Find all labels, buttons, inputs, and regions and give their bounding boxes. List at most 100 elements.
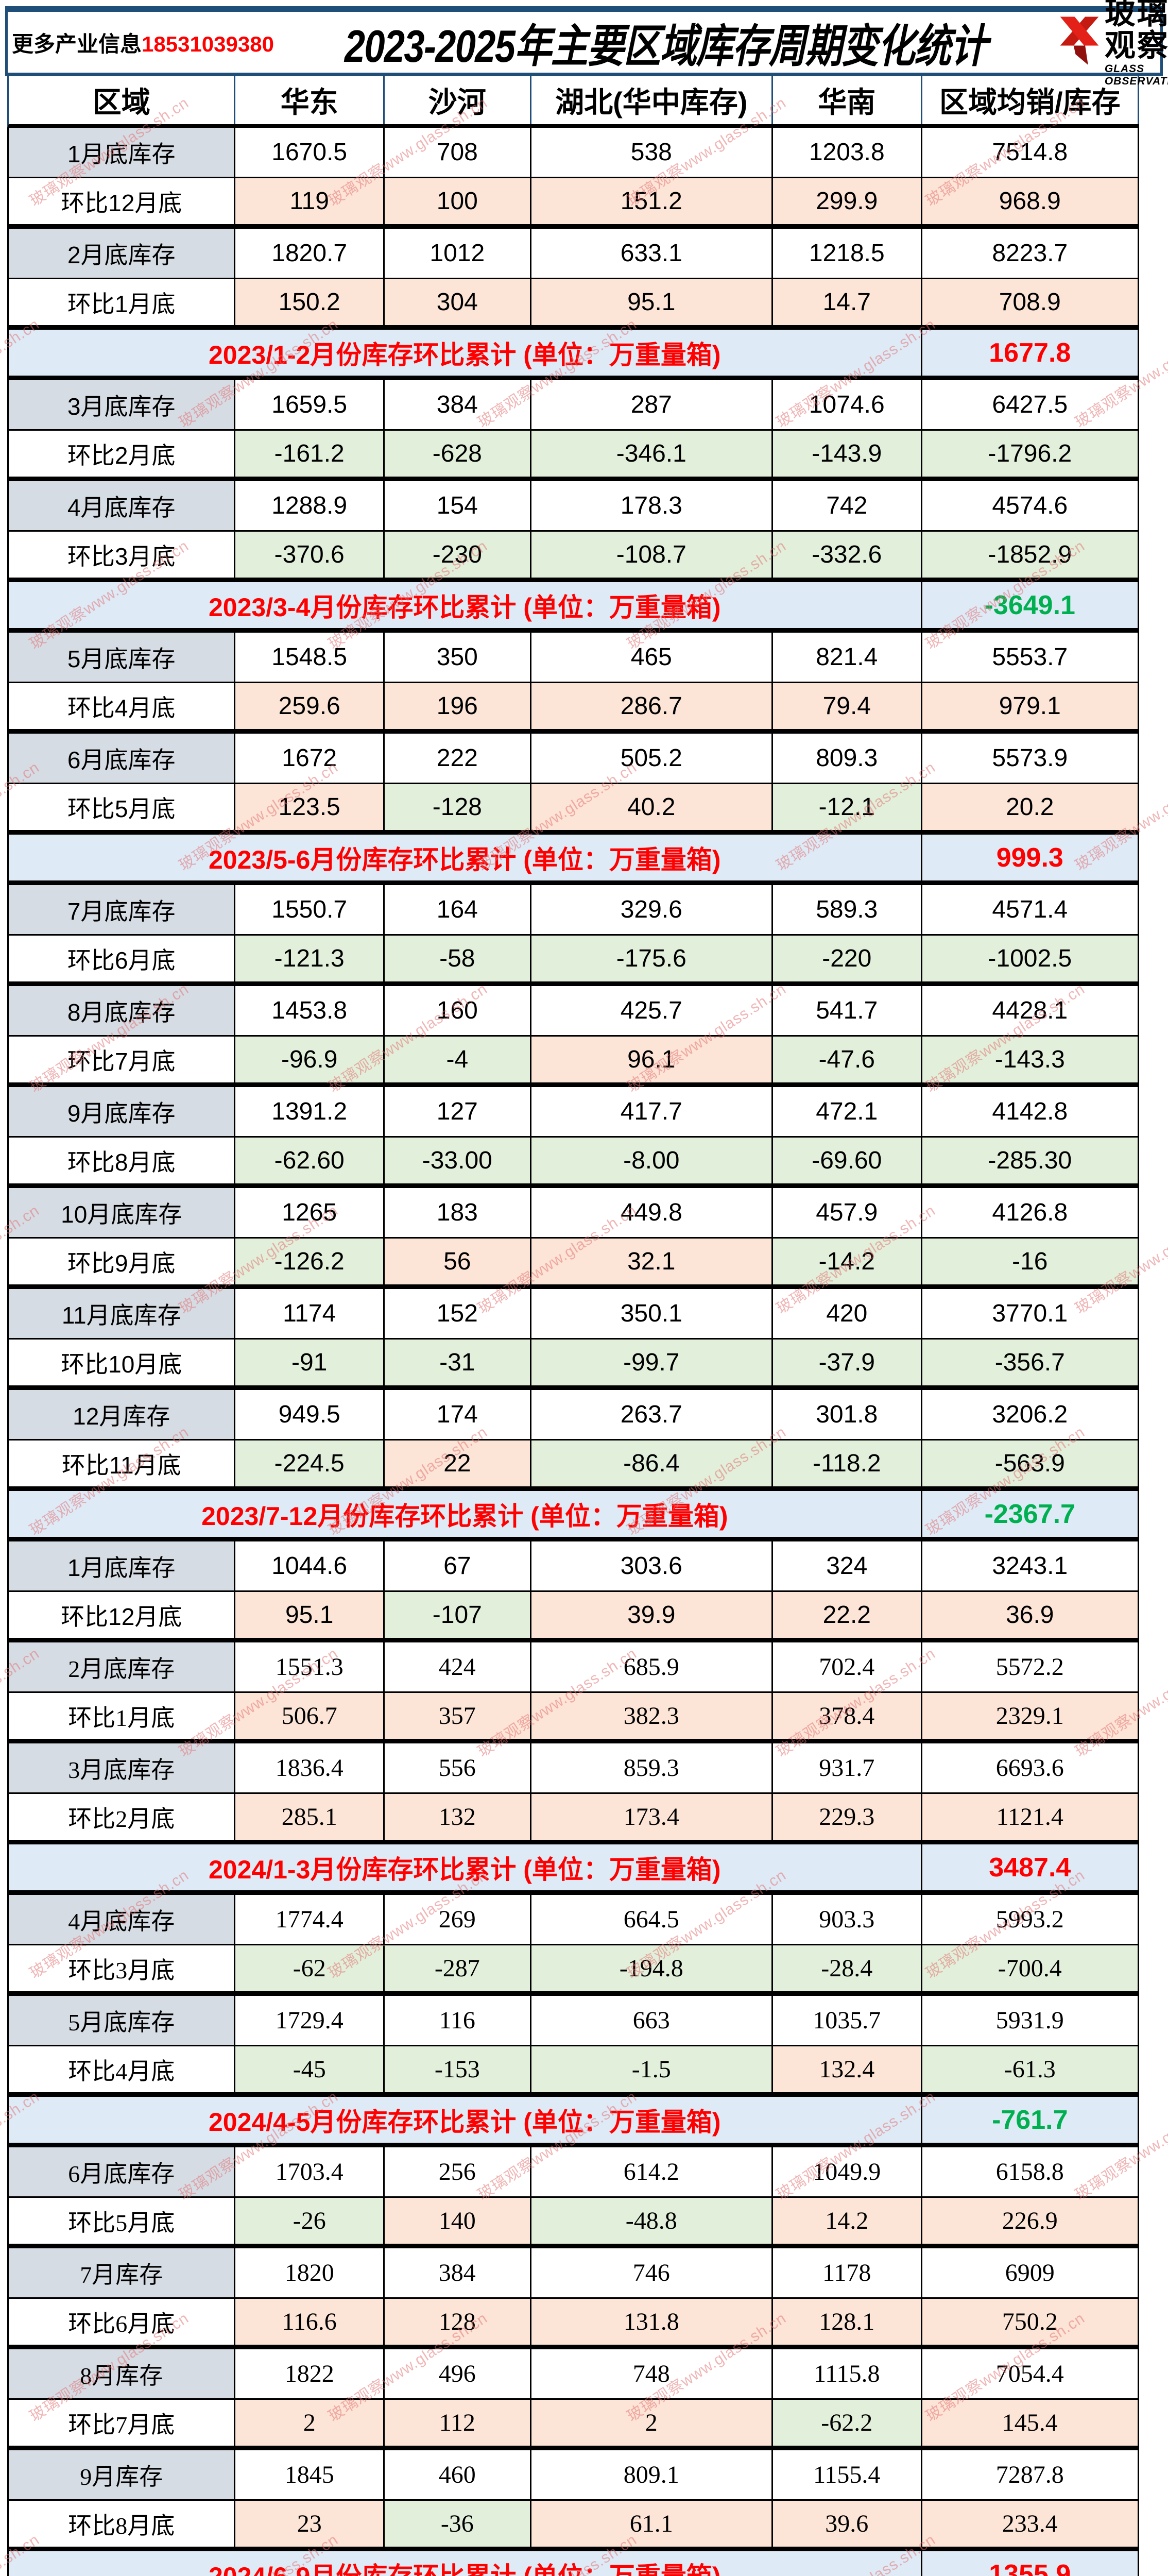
cell-huadong: 1174 xyxy=(235,1289,385,1338)
cell-regional-total: 4571.4 xyxy=(922,885,1139,934)
cell-hubei: -194.8 xyxy=(531,1945,773,1991)
cell-shahe: -628 xyxy=(385,431,531,477)
cell-huadong: 1845 xyxy=(235,2450,385,2499)
cell-huadong: 285.1 xyxy=(235,1794,385,1840)
cell-huanan: -47.6 xyxy=(772,1037,922,1082)
cell-shahe: 152 xyxy=(385,1289,531,1338)
cell-regional-total: -285.30 xyxy=(922,1138,1139,1183)
cell-regional-total: 20.2 xyxy=(922,784,1139,830)
inventory-row: 2月底库存 1820.7 1012 633.1 1218.5 8223.7 xyxy=(7,229,1139,279)
cell-regional-total: 5572.2 xyxy=(922,1642,1139,1691)
row-label: 2月底库存 xyxy=(9,1642,236,1691)
cell-shahe: 22 xyxy=(385,1440,531,1486)
cell-hubei: -86.4 xyxy=(531,1440,773,1486)
row-label: 1月底库存 xyxy=(9,1541,236,1590)
cell-huanan: 14.2 xyxy=(772,2198,922,2244)
cell-huanan: 821.4 xyxy=(773,633,922,682)
inventory-row: 6月底库存 1672 222 505.2 809.3 5573.9 xyxy=(7,734,1139,784)
cell-huanan: 128.1 xyxy=(772,2299,922,2345)
cell-hubei: 425.7 xyxy=(531,986,773,1035)
cell-regional-total: 3770.1 xyxy=(922,1289,1139,1338)
cell-huadong: 1288.9 xyxy=(235,481,385,530)
row-label: 6月底库存 xyxy=(9,734,236,783)
cell-hubei: 95.1 xyxy=(531,279,773,325)
cell-huanan: 702.4 xyxy=(773,1642,922,1691)
cell-shahe: -153 xyxy=(385,2046,531,2092)
cell-huanan: -118.2 xyxy=(772,1440,922,1486)
cell-shahe: 196 xyxy=(385,683,531,729)
row-label: 9月底库存 xyxy=(9,1087,236,1136)
cell-huanan: 541.7 xyxy=(773,986,922,1035)
inventory-row: 4月底库存 1288.9 154 178.3 742 4574.6 xyxy=(7,481,1139,532)
cell-shahe: -128 xyxy=(385,784,531,830)
cell-hubei: 417.7 xyxy=(531,1087,773,1136)
mom-change-row: 环比4月底 -45 -153 -1.5 132.4 -61.3 xyxy=(7,2046,1139,2097)
cell-huadong: -224.5 xyxy=(235,1440,385,1486)
summary-row: 2024/1-3月份库存环比累计 (单位：万重量箱) 3487.4 xyxy=(7,1844,1139,1895)
row-label: 11月底库存 xyxy=(9,1289,236,1338)
row-label: 环比6月底 xyxy=(9,2299,236,2345)
row-label: 环比2月底 xyxy=(9,1794,236,1840)
cell-huanan: 79.4 xyxy=(772,683,922,729)
cell-shahe: 1012 xyxy=(385,229,531,278)
cell-huanan: 1178 xyxy=(773,2248,922,2297)
cell-hubei: 286.7 xyxy=(531,683,773,729)
mom-change-row: 环比6月底 116.6 128 131.8 128.1 750.2 xyxy=(7,2299,1139,2349)
mom-change-row: 环比12月底 95.1 -107 39.9 22.2 36.9 xyxy=(7,1592,1139,1642)
row-label: 环比7月底 xyxy=(9,2400,236,2446)
column-header-huadong: 华东 xyxy=(235,76,385,124)
cell-hubei: 2 xyxy=(531,2400,773,2446)
cell-regional-total: 7054.4 xyxy=(922,2349,1139,2398)
logo-text: 玻璃观察 GLASS OBSERVATION xyxy=(1105,0,1168,88)
cell-regional-total: 3243.1 xyxy=(922,1541,1139,1590)
cell-huanan: -28.4 xyxy=(772,1945,922,1991)
row-label: 3月底库存 xyxy=(9,1743,236,1792)
logo-ribbon-icon xyxy=(1060,16,1099,65)
cell-huanan: 809.3 xyxy=(773,734,922,783)
inventory-row: 11月底库存 1174 152 350.1 420 3770.1 xyxy=(7,1289,1139,1340)
cell-huanan: 14.7 xyxy=(772,279,922,325)
summary-value: -761.7 xyxy=(922,2097,1139,2143)
cell-regional-total: 36.9 xyxy=(922,1592,1139,1638)
cell-shahe: 154 xyxy=(385,481,531,530)
row-label: 环比8月底 xyxy=(9,2501,236,2547)
cell-regional-total: -700.4 xyxy=(922,1945,1139,1991)
row-label: 环比3月底 xyxy=(9,1945,236,1991)
cell-shahe: 304 xyxy=(385,279,531,325)
row-label: 9月库存 xyxy=(9,2450,236,2499)
row-label: 环比1月底 xyxy=(9,1693,236,1739)
cell-shahe: 128 xyxy=(385,2299,531,2345)
row-label: 环比8月底 xyxy=(9,1138,236,1183)
inventory-row: 5月底库存 1729.4 116 663 1035.7 5931.9 xyxy=(7,1996,1139,2046)
cell-shahe: -58 xyxy=(385,936,531,981)
inventory-row: 10月底库存 1265 183 449.8 457.9 4126.8 xyxy=(7,1188,1139,1239)
column-header-hubei: 湖北(华中库存) xyxy=(531,76,773,124)
row-label: 环比5月底 xyxy=(9,2198,236,2244)
summary-row: 2023/7-12月份库存环比累计 (单位：万重量箱) -2367.7 xyxy=(7,1491,1139,1541)
cell-hubei: -8.00 xyxy=(531,1138,773,1183)
cell-hubei: 287 xyxy=(531,380,773,429)
row-label: 环比12月底 xyxy=(9,178,236,224)
cell-huanan: 457.9 xyxy=(773,1188,922,1237)
mom-change-row: 环比5月底 -26 140 -48.8 14.2 226.9 xyxy=(7,2198,1139,2248)
cell-huadong: -62 xyxy=(235,1945,385,1991)
cell-hubei: 131.8 xyxy=(531,2299,773,2345)
cell-regional-total: 4142.8 xyxy=(922,1087,1139,1136)
summary-row: 2024/4-5月份库存环比累计 (单位：万重量箱) -761.7 xyxy=(7,2097,1139,2147)
cell-huadong: 1548.5 xyxy=(235,633,385,682)
cell-hubei: 382.3 xyxy=(531,1693,773,1739)
cell-hubei: 32.1 xyxy=(531,1239,773,1284)
inventory-row: 2月底库存 1551.3 424 685.9 702.4 5572.2 xyxy=(7,1642,1139,1693)
cell-regional-total: 145.4 xyxy=(922,2400,1139,2446)
cell-hubei: -108.7 xyxy=(531,532,773,578)
cell-hubei: 350.1 xyxy=(531,1289,773,1338)
cell-shahe: 384 xyxy=(385,2248,531,2297)
cell-hubei: 748 xyxy=(531,2349,773,2398)
cell-huanan: 931.7 xyxy=(773,1743,922,1792)
cell-huanan: 229.3 xyxy=(772,1794,922,1840)
cell-huadong: 1774.4 xyxy=(235,1895,385,1944)
cell-shahe: 496 xyxy=(385,2349,531,2398)
cell-regional-total: -143.3 xyxy=(922,1037,1139,1082)
cell-hubei: 39.9 xyxy=(531,1592,773,1638)
mom-change-row: 环比6月底 -121.3 -58 -175.6 -220 -1002.5 xyxy=(7,936,1139,986)
